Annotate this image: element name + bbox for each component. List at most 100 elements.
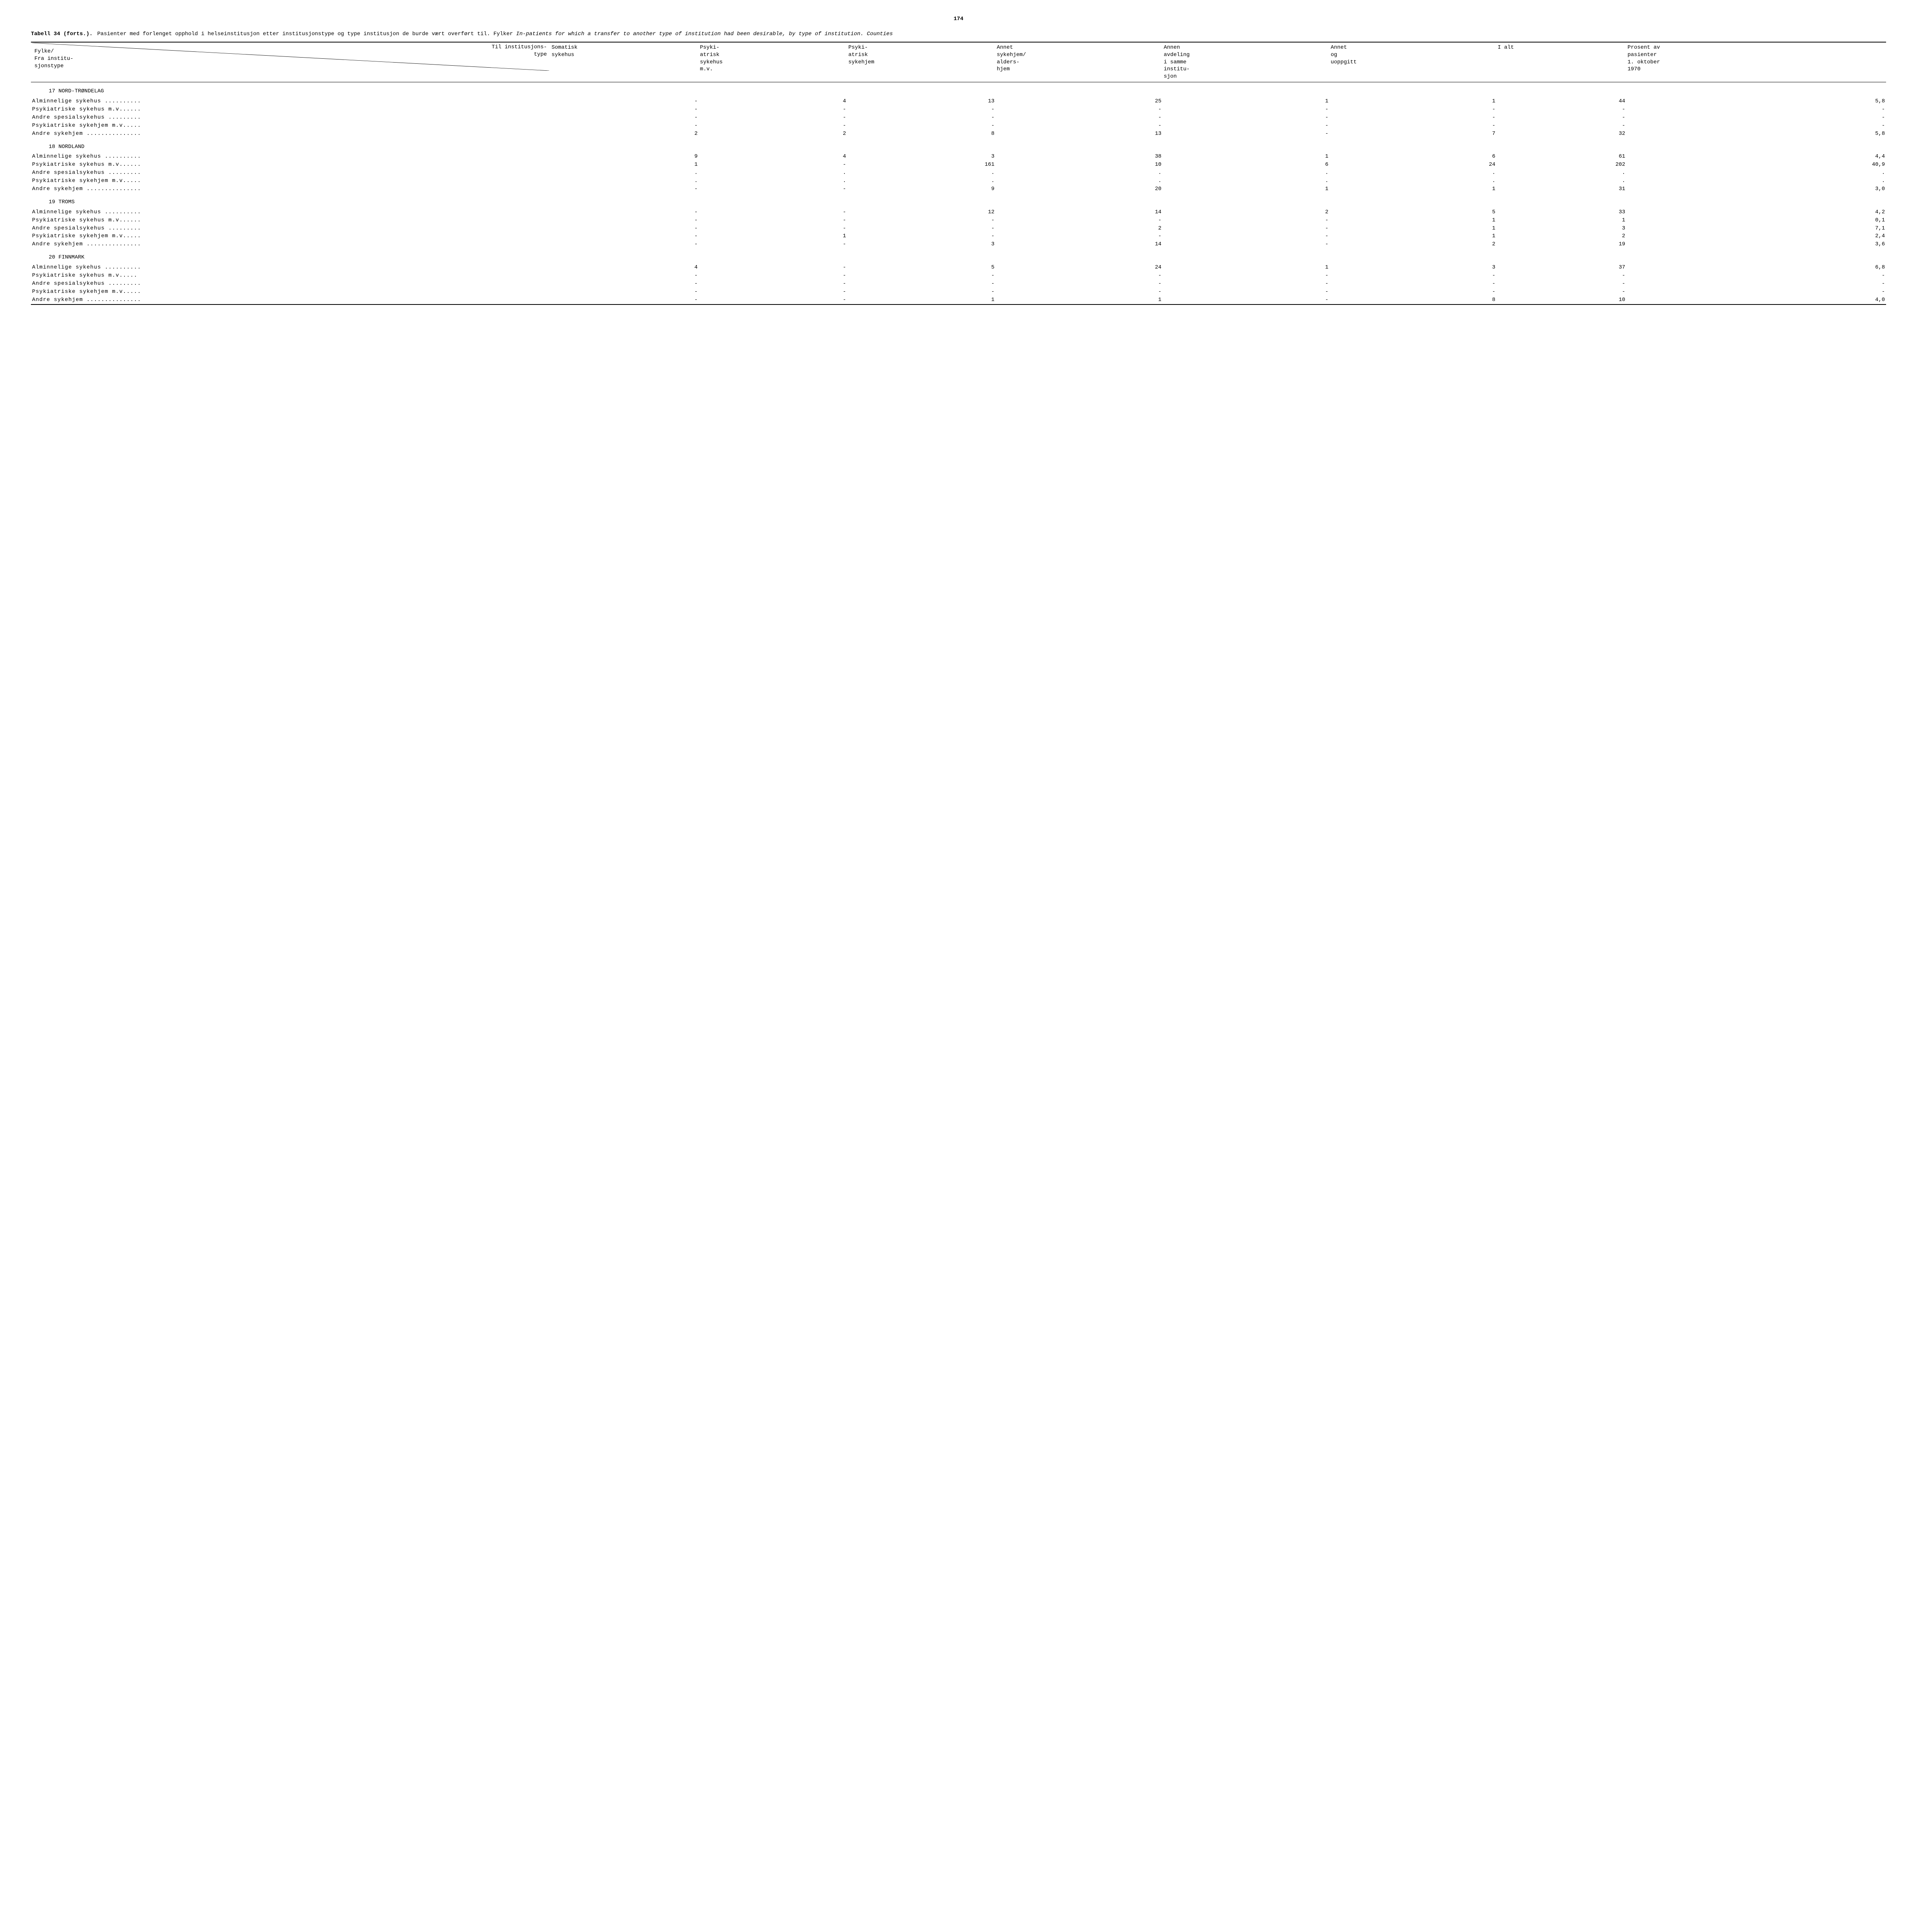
table-row: Alminnelige sykehus ..........--12142533…	[31, 208, 1886, 216]
data-cell: 7	[1330, 130, 1496, 138]
data-cell: -	[1496, 288, 1626, 296]
data-cell: 0,1	[1626, 216, 1886, 224]
data-cell: .	[1626, 169, 1886, 177]
data-cell: 1	[1163, 264, 1330, 272]
data-cell: 3	[847, 240, 996, 248]
data-cell: -	[1163, 216, 1330, 224]
data-cell: .	[550, 169, 699, 177]
row-label: Andre spesialsykehus .........	[31, 224, 550, 233]
data-cell: 161	[847, 161, 996, 169]
data-cell: -	[699, 224, 847, 233]
table-row: Psykiatriske sykehus m.v......1-16110624…	[31, 161, 1886, 169]
data-cell: .	[996, 169, 1163, 177]
data-cell: -	[996, 114, 1163, 122]
data-cell: 3	[1330, 264, 1496, 272]
header-diag-bot: Fylke/Fra institu-sjonstype	[34, 48, 73, 70]
data-cell: 6	[1163, 161, 1330, 169]
col-header: Annetoguoppgitt	[1330, 42, 1496, 82]
data-cell: 44	[1496, 97, 1626, 105]
data-cell: .	[996, 177, 1163, 185]
data-cell: 6,8	[1626, 264, 1886, 272]
data-cell: 20	[996, 185, 1163, 193]
data-cell: 9	[847, 185, 996, 193]
row-label: Psykiatriske sykehus m.v......	[31, 105, 550, 114]
data-cell: 4,2	[1626, 208, 1886, 216]
data-cell: 1	[1330, 232, 1496, 240]
table-row: Alminnelige sykehus ..........4-52413376…	[31, 264, 1886, 272]
data-cell: 61	[1496, 153, 1626, 161]
table-row: Psykiatriske sykehus m.v.....--------	[31, 272, 1886, 280]
table-title: Tabell 34 (forts.). Pasienter med forlen…	[31, 31, 1886, 38]
data-cell: -	[1163, 105, 1330, 114]
data-cell: -	[847, 122, 996, 130]
data-cell: .	[1496, 177, 1626, 185]
data-cell: 1	[1163, 97, 1330, 105]
data-cell: -	[1163, 280, 1330, 288]
data-cell: -	[699, 280, 847, 288]
data-cell: 14	[996, 208, 1163, 216]
data-cell: .	[1330, 169, 1496, 177]
data-cell: 32	[1496, 130, 1626, 138]
data-cell: 4	[699, 97, 847, 105]
data-cell: 3,0	[1626, 185, 1886, 193]
data-cell: 1	[1163, 153, 1330, 161]
table-row: Andre spesialsykehus .........--------	[31, 114, 1886, 122]
data-cell: -	[847, 280, 996, 288]
data-cell: -	[1626, 114, 1886, 122]
data-cell: 13	[996, 130, 1163, 138]
data-cell: .	[1626, 177, 1886, 185]
data-cell: -	[1330, 280, 1496, 288]
data-cell: 1	[550, 161, 699, 169]
data-cell: -	[699, 216, 847, 224]
data-cell: -	[550, 216, 699, 224]
data-cell: -	[1163, 240, 1330, 248]
data-cell: 14	[996, 240, 1163, 248]
data-cell: 19	[1496, 240, 1626, 248]
table-row: Andre spesialsykehus .........--------	[31, 280, 1886, 288]
data-cell: 202	[1496, 161, 1626, 169]
data-cell: -	[699, 272, 847, 280]
row-label: Psykiatriske sykehjem m.v.....	[31, 232, 550, 240]
col-header: I alt	[1496, 42, 1626, 82]
data-cell: -	[1626, 280, 1886, 288]
data-cell: -	[699, 161, 847, 169]
title-text: Pasienter med forlenget opphold i helsei…	[97, 31, 1886, 38]
data-table: Til institusjons-type Fylke/Fra institu-…	[31, 42, 1886, 305]
section-heading: 18 NORDLAND	[31, 138, 1886, 153]
data-cell: 5	[1330, 208, 1496, 216]
data-cell: -	[847, 114, 996, 122]
data-cell: -	[550, 208, 699, 216]
data-cell: 1	[699, 232, 847, 240]
data-cell: 5,8	[1626, 130, 1886, 138]
data-cell: 24	[1330, 161, 1496, 169]
data-cell: 1	[1330, 216, 1496, 224]
data-cell: -	[699, 288, 847, 296]
data-cell: 4,4	[1626, 153, 1886, 161]
data-cell: -	[550, 105, 699, 114]
data-cell: -	[1163, 224, 1330, 233]
data-cell: -	[699, 240, 847, 248]
section-heading-row: 18 NORDLAND	[31, 138, 1886, 153]
data-cell: -	[699, 208, 847, 216]
data-cell: 1	[996, 296, 1163, 304]
section-heading-row: 19 TROMS	[31, 193, 1886, 208]
data-cell: 3	[1496, 224, 1626, 233]
data-cell: -	[1330, 122, 1496, 130]
row-label: Psykiatriske sykehjem m.v.....	[31, 177, 550, 185]
data-cell: 3	[847, 153, 996, 161]
table-row: Psykiatriske sykehus m.v......-----110,1	[31, 216, 1886, 224]
data-cell: 2	[1330, 240, 1496, 248]
data-cell: 5,8	[1626, 97, 1886, 105]
data-cell: -	[1330, 288, 1496, 296]
data-cell: 13	[847, 97, 996, 105]
data-cell: 25	[996, 97, 1163, 105]
data-cell: 5	[847, 264, 996, 272]
data-cell: -	[550, 97, 699, 105]
data-cell: 9	[550, 153, 699, 161]
data-cell: -	[1330, 272, 1496, 280]
data-cell: 2	[699, 130, 847, 138]
col-header: Somatisksykehus	[550, 42, 699, 82]
title-label: Tabell 34 (forts.).	[31, 31, 97, 38]
row-label: Andre sykehjem ...............	[31, 130, 550, 138]
data-cell: 1	[847, 296, 996, 304]
